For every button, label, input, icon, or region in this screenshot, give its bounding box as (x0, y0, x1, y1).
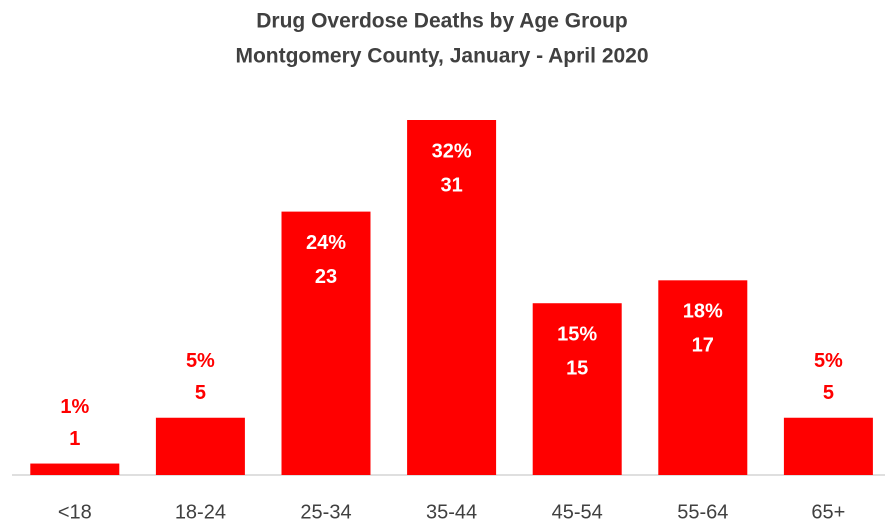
value-label: 5 (823, 382, 834, 404)
percent-label: 24% (306, 232, 346, 254)
x-tick-label: 18-24 (175, 501, 226, 522)
x-tick-label: 35-44 (426, 501, 477, 522)
bar (281, 211, 371, 475)
x-tick-label: 55-64 (677, 501, 728, 522)
value-label: 15 (566, 358, 588, 380)
x-tick-label: 45-54 (552, 501, 603, 522)
bar (30, 463, 120, 475)
x-tick-label: 25-34 (300, 501, 351, 522)
bar (658, 280, 748, 475)
percent-label: 15% (557, 324, 597, 346)
percent-label: 5% (186, 350, 215, 372)
percent-label: 32% (432, 140, 472, 162)
bar (532, 303, 622, 475)
value-label: 23 (315, 266, 337, 288)
chart-title: Drug Overdose Deaths by Age Group (256, 10, 627, 33)
x-tick-label: 65+ (811, 501, 845, 522)
bar (783, 417, 873, 475)
percent-label: 18% (683, 301, 723, 323)
bar (407, 120, 497, 475)
chart-subtitle: Montgomery County, January - April 2020 (235, 45, 648, 68)
percent-label: 1% (60, 396, 89, 418)
value-label: 31 (440, 174, 462, 196)
x-tick-label: <18 (58, 501, 92, 522)
percent-label: 5% (814, 350, 843, 372)
value-label: 5 (195, 382, 206, 404)
bar (155, 417, 245, 475)
value-label: 17 (692, 335, 714, 357)
value-label: 1 (69, 428, 80, 450)
